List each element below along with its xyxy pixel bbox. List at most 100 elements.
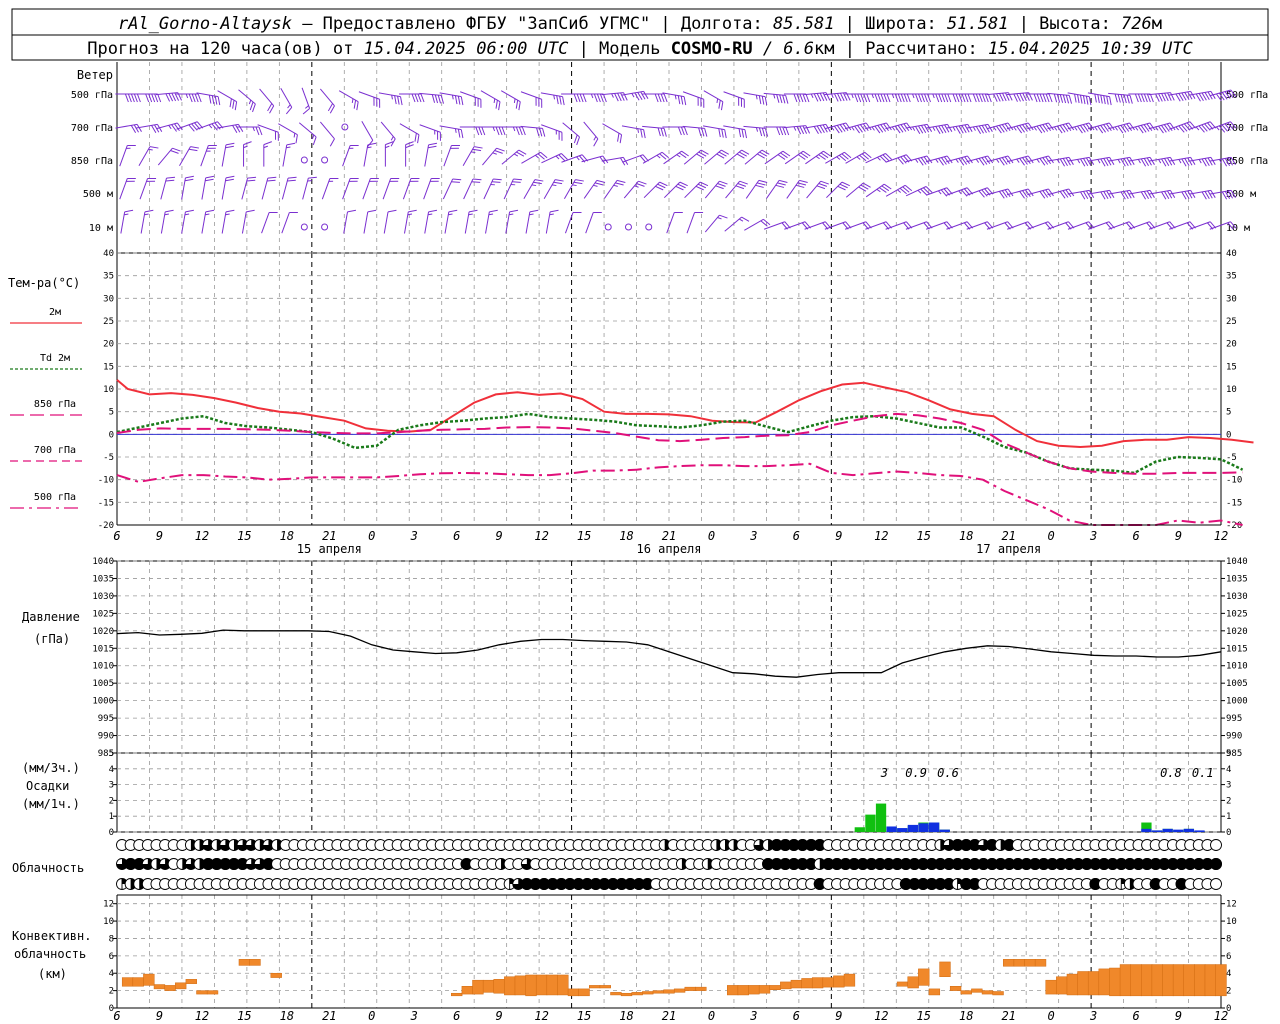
wind-barb-feather <box>1062 94 1067 104</box>
wind-barb-staff <box>986 92 1009 96</box>
wind-barb-staff <box>423 178 432 200</box>
wind-barb-staff <box>581 155 603 163</box>
wind-barb-staff <box>905 186 927 197</box>
wind-barb-feather <box>640 91 646 100</box>
wind-barb-feather <box>816 125 822 134</box>
calc-label: | Рассчитано: <box>834 39 988 59</box>
wind-barb-staff <box>201 177 207 200</box>
wind-level-label-left: 500 гПа <box>71 90 113 101</box>
wind-barb-feather <box>157 93 162 103</box>
wind-barb-feather <box>1204 191 1210 199</box>
legend-label: 2м <box>49 307 61 318</box>
wind-barb-feather <box>576 93 581 103</box>
wind-barb-staff <box>1148 189 1171 195</box>
wind-barb-half-feather <box>367 146 372 149</box>
wind-barb-feather <box>243 141 252 146</box>
cloud-cover-fill <box>202 839 214 851</box>
wind-barb-feather <box>575 179 584 182</box>
hour-tick-label: 12 <box>534 1009 548 1023</box>
wind-barb-feather <box>518 149 527 155</box>
hour-tick-label: 0 <box>368 1009 375 1023</box>
convective-cloud-bar <box>896 981 909 987</box>
wind-barb-feather <box>1039 93 1044 103</box>
wind-barb-feather <box>1227 157 1233 166</box>
wind-barb-feather <box>266 179 276 182</box>
hour-tick-label: 9 <box>496 1009 503 1023</box>
wind-barb-half-feather <box>993 126 997 131</box>
precip-tick-label-left: 1 <box>109 812 114 822</box>
convective-cloud-bar <box>599 985 611 989</box>
hour-tick-label: 15 <box>917 1009 931 1023</box>
wind-barb-feather <box>996 93 1001 102</box>
wind-barb-feather <box>1166 123 1173 132</box>
wind-barb-staff <box>1067 92 1090 98</box>
wind-barb-staff <box>564 212 574 234</box>
wind-barb-feather <box>1167 92 1172 101</box>
wind-barb-half-feather <box>793 126 797 131</box>
wind-barb-feather <box>1224 191 1231 199</box>
wind-barb-staff <box>1087 189 1110 195</box>
precip-tick-label-left: 5 <box>109 749 114 759</box>
wind-barb-staff <box>483 178 494 200</box>
wind-barb-feather <box>697 183 707 189</box>
wind-barb-feather <box>938 125 944 134</box>
wind-barb-feather <box>1218 92 1225 101</box>
wind-barb-feather <box>1079 95 1083 104</box>
wind-barb-feather <box>1022 157 1028 165</box>
wind-barb-feather <box>865 122 872 131</box>
wind-barb-half-feather <box>634 185 639 188</box>
temp-tick-label-left: 20 <box>103 340 114 350</box>
wind-barb-staff <box>1047 221 1069 230</box>
wind-barb-half-feather <box>955 158 959 163</box>
wind-barb-staff <box>966 221 988 230</box>
temperature-legend: 2м Td 2м 850 гПа 700 гПа 500 гПа <box>10 307 82 509</box>
convective-cloud-bar <box>493 979 505 994</box>
wind-barb-feather <box>744 129 748 139</box>
wind-barb-feather <box>599 93 604 103</box>
wind-barb-half-feather <box>952 126 956 131</box>
wind-barb-half-feather <box>656 154 661 159</box>
wind-barb-feather <box>417 134 420 144</box>
wind-barb-staff <box>583 180 598 199</box>
wind-barb-staff <box>704 180 720 199</box>
wind-barb-feather <box>818 154 826 160</box>
wind-barb-feather <box>188 93 193 103</box>
wind-barb-feather <box>823 150 831 157</box>
wind-barb-feather <box>741 149 750 155</box>
convective-cloud-bar <box>121 977 134 987</box>
wind-barb-staff <box>541 124 563 133</box>
wind-barb-feather <box>696 153 705 159</box>
wind-barb-feather <box>516 151 525 157</box>
wind-barb-feather <box>1230 89 1237 98</box>
wind-barb-feather <box>136 93 141 103</box>
conv-tick-label-left: 2 <box>109 987 114 997</box>
header-line-1: rAl_Gorno-Altaysk — Предоставлено ФГБУ "… <box>118 14 1162 34</box>
wind-barb-feather <box>308 176 317 179</box>
wind-barb-half-feather <box>208 124 213 129</box>
temp-tick-label-right: 25 <box>1226 317 1237 327</box>
temp-tick-label-left: -5 <box>103 453 114 463</box>
wind-barb-feather <box>1169 122 1176 131</box>
wind-barb-feather <box>1140 191 1147 200</box>
wind-barb-feather <box>174 92 180 101</box>
convective-cloud-bar <box>132 977 144 987</box>
forecast-label: Прогноз на 120 часа(ов) от <box>87 39 363 59</box>
wind-barb-staff <box>986 155 1009 163</box>
wind-barb-feather <box>900 156 907 164</box>
convective-cloud-bar <box>652 990 665 994</box>
wind-barb-feather <box>659 181 668 187</box>
wind-barb-feather <box>1221 92 1228 100</box>
conv-tick-label-right: 2 <box>1226 987 1231 997</box>
wind-barb-feather <box>1224 91 1231 99</box>
wind-barb-staff <box>280 88 293 108</box>
wind-barb-feather <box>414 93 419 103</box>
wind-barb-feather <box>405 141 414 146</box>
wind-barb-half-feather <box>1097 159 1101 164</box>
wind-barb-staff <box>439 125 462 131</box>
convective-cloud-bar <box>143 973 155 986</box>
wind-barb-staff <box>119 145 128 167</box>
model-resolution: / 6.6 <box>753 39 814 59</box>
cloud-cover-fill <box>159 858 171 870</box>
wind-barb-staff <box>885 184 906 197</box>
convective-cloud-bar <box>1204 964 1217 997</box>
